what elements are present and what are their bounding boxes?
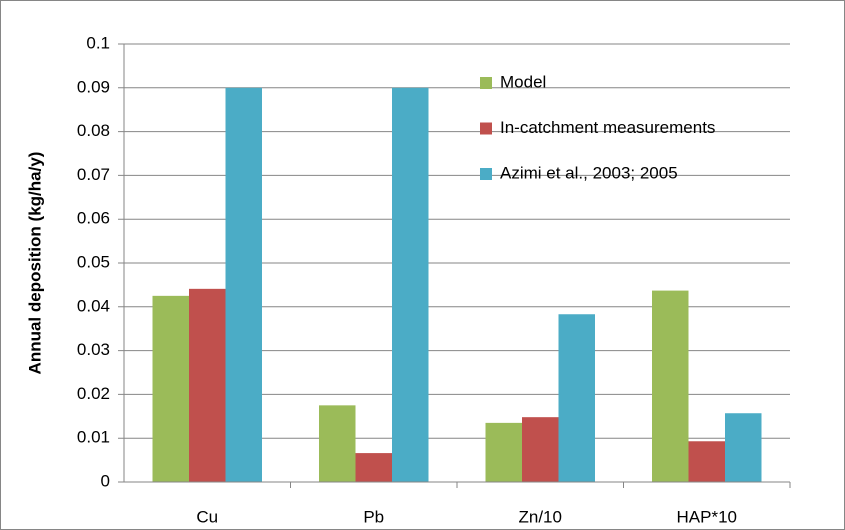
y-tick-label: 0.04 — [77, 296, 110, 315]
bar — [152, 295, 189, 482]
bar — [652, 290, 689, 482]
legend-label: Azimi et al., 2003; 2005 — [500, 163, 678, 182]
y-tick-label: 0.05 — [77, 252, 110, 271]
y-tick-label: 0.03 — [77, 340, 110, 359]
y-tick-label: 0 — [101, 471, 110, 490]
y-tick-label: 0.07 — [77, 165, 110, 184]
bar — [688, 441, 725, 482]
y-tick-label: 0.09 — [77, 77, 110, 96]
y-tick-label: 0.1 — [86, 33, 110, 52]
x-tick-label: Zn/10 — [519, 507, 562, 526]
bar — [558, 314, 595, 482]
bar — [392, 87, 429, 483]
bar — [225, 87, 262, 483]
x-tick-label: HAP*10 — [677, 507, 737, 526]
legend-label: In-catchment measurements — [500, 118, 715, 137]
y-tick-label: 0.02 — [77, 384, 110, 403]
x-tick-label: Pb — [363, 507, 384, 526]
y-tick-label: 0.06 — [77, 209, 110, 228]
bar — [319, 405, 356, 482]
legend-swatch — [480, 77, 492, 89]
bar — [522, 417, 559, 482]
y-tick-label: 0.01 — [77, 428, 110, 447]
x-tick-label: Cu — [196, 507, 218, 526]
bar — [355, 453, 392, 482]
legend-swatch — [480, 168, 492, 180]
legend-label: Model — [500, 72, 546, 91]
legend-swatch — [480, 122, 492, 135]
y-tick-label: 0.08 — [77, 121, 110, 140]
y-axis-label: Annual deposition (kg/ha/y) — [25, 152, 44, 375]
bar — [189, 288, 226, 482]
bar — [485, 422, 522, 482]
bar — [725, 413, 762, 482]
